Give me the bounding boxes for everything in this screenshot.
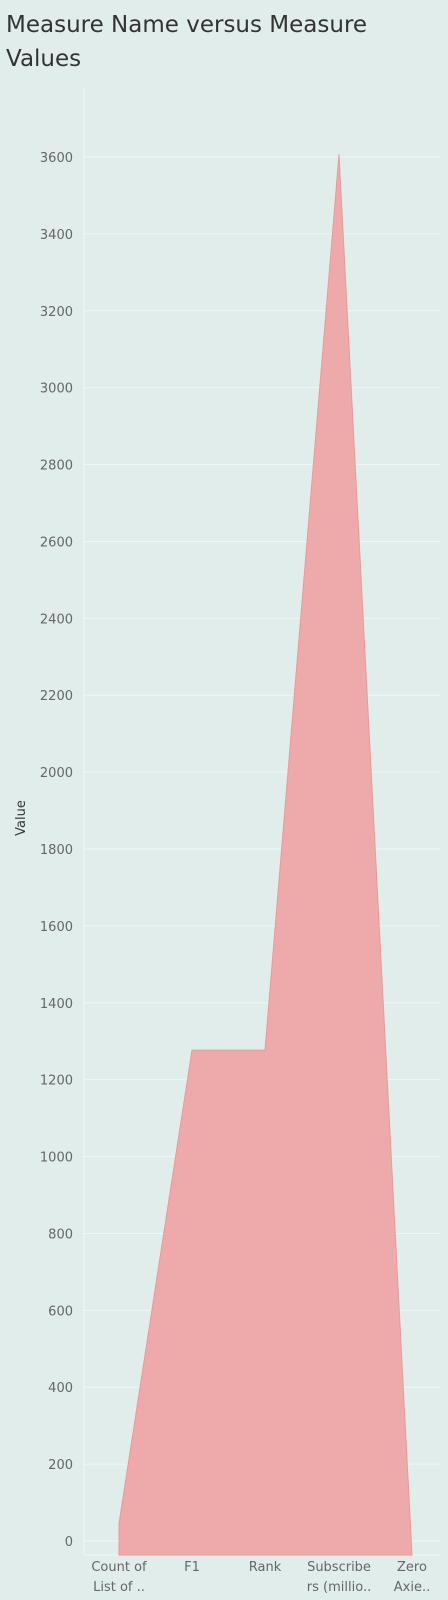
y-tick-label: 200 [48,1458,73,1473]
area-point[interactable] [190,1048,194,1052]
y-tick-label: 600 [48,1304,73,1319]
x-tick-label: Rank [249,1560,282,1575]
y-tick-label: 400 [48,1381,73,1396]
y-axis-ticks: 0 200 400 600 800 1000 1200 1400 1600 1800 2000 220… [40,151,73,1550]
y-tick-label: 3600 [40,151,73,166]
area-point[interactable] [263,1048,267,1052]
y-tick-label: 2200 [40,689,73,704]
y-tick-label: 1000 [40,1151,73,1166]
y-tick-label: 800 [48,1227,73,1242]
y-tick-label: 3400 [40,228,73,243]
x-tick-label: Zero Axie.. [394,1560,430,1595]
chart-title: Measure Name versus Measure Values [6,12,368,72]
y-tick-label: 2600 [40,535,73,550]
x-tick-label: F1 [184,1560,200,1575]
y-tick-label: 3000 [40,382,73,397]
y-tick-label: 1600 [40,920,73,935]
y-tick-label: 1800 [40,843,73,858]
area-point[interactable] [337,152,341,156]
area-fill [118,154,413,1556]
y-axis-title: Value [14,800,29,836]
y-tick-label: 1400 [40,997,73,1012]
area-series [117,152,414,1557]
y-tick-label: 2400 [40,612,73,627]
y-tick-label: 0 [65,1535,73,1550]
x-tick-label: Subscribe rs (millio.. [307,1560,371,1595]
y-tick-label: 2800 [40,459,73,474]
y-tick-label: 3200 [40,305,73,320]
area-point[interactable] [117,1522,121,1526]
x-tick-label: Count of List of .. [91,1560,147,1595]
x-axis-ticks: Count of List of .. F1 Rank Subscribe rs (mil… [91,1560,430,1595]
area-point[interactable] [410,1553,414,1557]
y-tick-label: 1200 [40,1074,73,1089]
y-tick-label: 2000 [40,766,73,781]
